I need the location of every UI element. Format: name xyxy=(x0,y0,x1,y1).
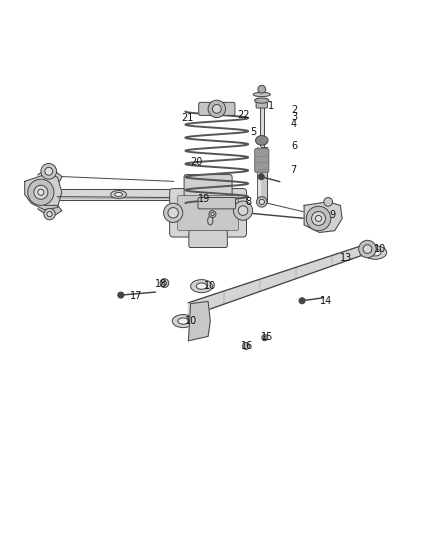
FancyBboxPatch shape xyxy=(189,230,227,247)
Polygon shape xyxy=(188,244,367,317)
Polygon shape xyxy=(38,205,62,215)
Circle shape xyxy=(209,211,216,217)
Text: 10: 10 xyxy=(184,316,197,326)
Circle shape xyxy=(163,203,183,222)
Circle shape xyxy=(262,335,268,341)
Circle shape xyxy=(212,104,221,113)
Text: 21: 21 xyxy=(181,113,194,123)
Circle shape xyxy=(258,174,264,180)
Circle shape xyxy=(259,199,265,205)
Text: 15: 15 xyxy=(261,332,273,342)
FancyBboxPatch shape xyxy=(184,175,232,197)
Circle shape xyxy=(41,164,57,179)
Text: 3: 3 xyxy=(291,112,297,122)
Text: 17: 17 xyxy=(130,291,142,301)
Text: 10: 10 xyxy=(204,281,216,291)
FancyBboxPatch shape xyxy=(257,147,267,202)
Circle shape xyxy=(38,189,44,195)
Ellipse shape xyxy=(370,249,381,256)
Text: 14: 14 xyxy=(320,296,332,305)
Ellipse shape xyxy=(191,280,212,293)
Polygon shape xyxy=(188,302,210,341)
Circle shape xyxy=(208,100,226,118)
Circle shape xyxy=(44,208,55,220)
Circle shape xyxy=(34,185,48,199)
Text: 5: 5 xyxy=(250,127,256,137)
FancyBboxPatch shape xyxy=(255,149,269,172)
Circle shape xyxy=(363,245,372,253)
Polygon shape xyxy=(38,171,62,181)
Text: 4: 4 xyxy=(291,119,297,129)
Circle shape xyxy=(258,85,266,93)
Text: 2: 2 xyxy=(291,105,297,115)
Text: 9: 9 xyxy=(329,210,336,220)
Ellipse shape xyxy=(111,190,127,198)
Circle shape xyxy=(28,179,54,205)
FancyBboxPatch shape xyxy=(256,99,268,108)
Text: 16: 16 xyxy=(241,341,254,351)
Circle shape xyxy=(311,212,325,225)
Text: 19: 19 xyxy=(198,194,210,204)
Circle shape xyxy=(306,206,331,231)
Text: 20: 20 xyxy=(190,157,202,167)
Ellipse shape xyxy=(253,92,270,96)
Circle shape xyxy=(160,279,169,287)
Circle shape xyxy=(315,215,321,222)
Circle shape xyxy=(238,206,248,215)
Text: 6: 6 xyxy=(291,141,297,151)
Ellipse shape xyxy=(172,314,194,328)
Circle shape xyxy=(257,197,267,207)
FancyBboxPatch shape xyxy=(177,196,239,230)
Circle shape xyxy=(324,198,332,206)
Circle shape xyxy=(264,336,266,339)
FancyBboxPatch shape xyxy=(198,198,236,209)
Circle shape xyxy=(359,240,376,258)
FancyBboxPatch shape xyxy=(199,102,235,116)
Text: 18: 18 xyxy=(155,279,167,289)
Circle shape xyxy=(118,292,124,298)
Circle shape xyxy=(243,343,250,350)
Circle shape xyxy=(168,207,178,218)
Ellipse shape xyxy=(208,216,213,225)
Text: 22: 22 xyxy=(237,110,249,119)
Ellipse shape xyxy=(196,283,207,289)
Polygon shape xyxy=(25,175,62,210)
Circle shape xyxy=(211,213,214,216)
Circle shape xyxy=(299,298,305,304)
Ellipse shape xyxy=(115,192,123,197)
FancyBboxPatch shape xyxy=(260,105,264,147)
Circle shape xyxy=(233,201,253,220)
Polygon shape xyxy=(304,202,342,232)
Circle shape xyxy=(162,281,166,285)
Text: 1: 1 xyxy=(268,101,274,111)
Circle shape xyxy=(45,167,53,175)
Circle shape xyxy=(47,212,52,217)
Text: 8: 8 xyxy=(246,197,252,207)
Ellipse shape xyxy=(255,135,268,145)
Ellipse shape xyxy=(178,318,188,324)
Text: 10: 10 xyxy=(374,244,387,254)
Text: 7: 7 xyxy=(290,165,297,175)
Ellipse shape xyxy=(254,98,269,103)
Ellipse shape xyxy=(364,246,387,260)
Text: 13: 13 xyxy=(339,253,352,263)
FancyBboxPatch shape xyxy=(170,189,247,237)
